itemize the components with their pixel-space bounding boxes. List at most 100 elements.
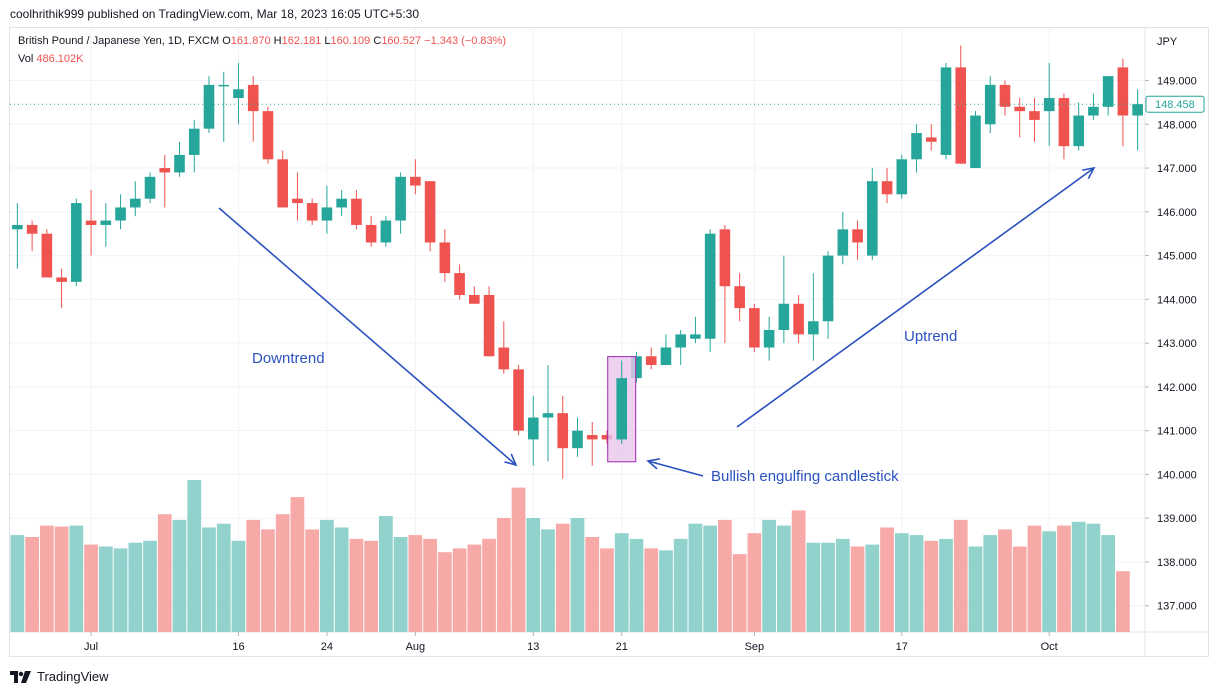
candle-body	[601, 435, 613, 440]
volume-bar	[1101, 535, 1116, 632]
volume-bar	[688, 523, 703, 632]
volume-bar	[924, 540, 939, 632]
volume-bar	[953, 519, 968, 632]
volume-bar	[998, 529, 1012, 632]
volume-bar	[25, 537, 39, 632]
low-label: L	[324, 35, 331, 47]
chart-frame[interactable]	[9, 27, 1209, 657]
volume-bar	[703, 525, 718, 632]
y-tick-label: 143.000	[1157, 338, 1197, 350]
volume-bar	[732, 554, 747, 632]
open-label: O	[222, 35, 231, 47]
change-value: −1.343 (−0.83%)	[424, 35, 507, 47]
volume-bar	[231, 540, 246, 632]
volume-bar	[290, 497, 305, 632]
close-label: C	[373, 35, 382, 47]
candle-body	[439, 242, 451, 274]
volume-bar	[496, 518, 511, 632]
y-tick-label: 147.000	[1157, 163, 1197, 175]
y-tick-label: 145.000	[1157, 251, 1197, 263]
candle-body	[734, 286, 745, 309]
volume-bar	[216, 523, 231, 632]
volume-bar	[511, 487, 526, 632]
candle-body	[12, 224, 23, 230]
volume-bar	[541, 529, 555, 632]
candle-body	[513, 369, 524, 431]
downtrend-arrow	[218, 207, 517, 466]
bullish-engulfing-label: Bullish engulfing candlestick	[711, 468, 899, 485]
last-price-label: 148.458	[1155, 99, 1195, 111]
volume-bar	[718, 519, 732, 632]
candle-body	[247, 84, 259, 112]
candle-body	[866, 181, 878, 256]
candle-body	[572, 430, 583, 449]
candle-body	[159, 168, 171, 173]
last-price-tag	[1145, 95, 1205, 113]
candle-body	[970, 115, 981, 169]
y-tick-label: 141.000	[1157, 426, 1197, 438]
legend-volume: Vol 486.102K	[18, 53, 83, 65]
volume-bar	[939, 538, 953, 632]
candle-body	[26, 224, 38, 234]
candle-body	[336, 198, 347, 208]
candle-body	[793, 303, 804, 335]
candle-body	[911, 133, 922, 160]
candle-body	[778, 303, 790, 330]
x-tick-label: Oct	[1041, 641, 1058, 653]
candle-body	[483, 294, 495, 357]
candle-body	[306, 203, 318, 221]
candle-body	[852, 229, 863, 243]
volume-bar	[659, 550, 673, 632]
volume-bar	[894, 533, 909, 632]
volume-bar	[187, 480, 202, 632]
y-tick-label: 138.000	[1157, 557, 1197, 569]
tradingview-logo[interactable]: TradingView	[10, 669, 109, 684]
uptrend-arrow	[736, 167, 1095, 428]
volume-bar	[821, 542, 835, 632]
volume-value: 486.102K	[36, 53, 84, 65]
engulfing-pointer-arrow-head	[646, 458, 660, 470]
candle-body	[203, 84, 215, 129]
candle-body	[277, 159, 289, 208]
volume-bar	[246, 519, 261, 632]
volume-bar	[968, 546, 983, 632]
volume-bar	[835, 538, 850, 632]
candle-body	[351, 198, 362, 225]
volume-bar	[98, 546, 113, 632]
downtrend-arrow-head	[504, 453, 518, 467]
low-value: 160.109	[330, 35, 371, 47]
candle-body	[218, 84, 230, 87]
engulfing-pointer-arrow	[647, 460, 704, 477]
candle-body	[925, 137, 937, 142]
candle-body	[586, 435, 598, 440]
y-tick-label: 149.000	[1157, 76, 1197, 88]
candle-body	[719, 229, 731, 287]
volume-bar	[555, 523, 570, 632]
volume-bar	[1057, 525, 1071, 632]
candle-body	[1088, 106, 1099, 116]
candle-body	[837, 229, 849, 256]
candle-body	[881, 181, 893, 195]
volume-bar	[850, 546, 865, 632]
trend-arrows	[218, 166, 1096, 477]
volume-bar	[202, 527, 216, 632]
volume-bar	[482, 538, 496, 632]
volume-bar	[113, 548, 128, 632]
candle-body	[41, 233, 53, 278]
candle-body	[144, 176, 156, 199]
volume-label: Vol	[18, 53, 34, 65]
volume-bar	[791, 510, 806, 632]
x-tick-label: 16	[232, 641, 244, 653]
candle-body	[690, 334, 701, 339]
candle-body	[1102, 76, 1114, 107]
candle-body	[1014, 106, 1026, 112]
candle-body	[542, 413, 554, 418]
engulfing-candle-body	[616, 378, 628, 440]
x-tick-label: 13	[527, 641, 539, 653]
x-tick-label: 24	[321, 641, 333, 653]
volume-bar	[128, 542, 143, 632]
volume-bar	[275, 514, 290, 632]
x-tick-label: Aug	[406, 641, 426, 653]
volume-bar	[10, 535, 25, 632]
